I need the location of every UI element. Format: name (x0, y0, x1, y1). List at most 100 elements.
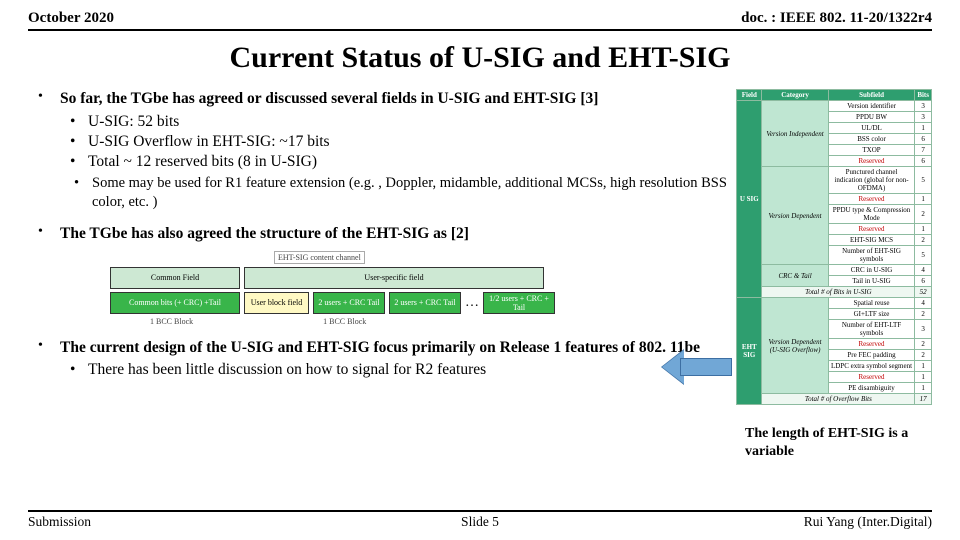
subfield-cell: Version identifier (828, 101, 915, 112)
total-value: 52 (915, 287, 932, 298)
total-row: Total # of Bits in U-SIG52 (737, 287, 932, 298)
diag-2users-1: 2 users + CRC Tail (313, 292, 385, 314)
caption-variable-length: The length of EHT-SIG is a variable (745, 425, 930, 461)
table-row: EHT SIGVersion Dependent (U-SIG Overflow… (737, 298, 932, 309)
bits-cell: 1 (915, 194, 932, 205)
diag-caption-1: 1 BCC Block (150, 317, 193, 326)
subfield-cell: Pre FEC padding (828, 350, 915, 361)
diag-2users-2: 2 users + CRC Tail (389, 292, 461, 314)
subfield-cell: GI+LTF size (828, 309, 915, 320)
total-label: Total # of Bits in U-SIG (762, 287, 915, 298)
total-row: Total # of Overflow Bits17 (737, 394, 932, 405)
subfield-cell: Reserved (828, 224, 915, 235)
header-rule (28, 29, 932, 31)
content-left: So far, the TGbe has agreed or discussed… (28, 89, 728, 405)
bits-cell: 1 (915, 361, 932, 372)
th-subfield: Subfield (828, 90, 915, 101)
subfield-cell: TXOP (828, 145, 915, 156)
bullet-1-sub-1: U-SIG: 52 bits (88, 113, 728, 131)
subfield-cell: Spatial reuse (828, 298, 915, 309)
footer-author: Rui Yang (Inter.Digital) (804, 514, 932, 530)
bullet-2: The TGbe has also agreed the structure o… (60, 224, 728, 326)
footer-rule (28, 510, 932, 512)
subfield-cell: Number of EHT-SIG symbols (828, 246, 915, 265)
subfield-cell: LDPC extra symbol segment (828, 361, 915, 372)
bits-cell: 4 (915, 298, 932, 309)
subfield-cell: Number of EHT-LTF symbols (828, 320, 915, 339)
bits-cell: 2 (915, 350, 932, 361)
category-cell: Version Dependent (U-SIG Overflow) (762, 298, 828, 394)
bullet-1-text: So far, the TGbe has agreed or discussed… (60, 89, 728, 110)
subfield-cell: EHT-SIG MCS (828, 235, 915, 246)
diag-head-spacer (110, 251, 230, 264)
field-cell: EHT SIG (737, 298, 762, 405)
category-cell: CRC & Tail (762, 265, 828, 287)
slide-title: Current Status of U-SIG and EHT-SIG (28, 41, 932, 75)
bullet-1: So far, the TGbe has agreed or discussed… (60, 89, 728, 212)
subfield-cell: UL/DL (828, 123, 915, 134)
category-cell: Version Dependent (762, 167, 828, 265)
subfield-cell: PPDU BW (828, 112, 915, 123)
bits-cell: 2 (915, 339, 932, 350)
bits-cell: 2 (915, 235, 932, 246)
bits-cell: 1 (915, 224, 932, 235)
subfield-cell: PE disambiguity (828, 383, 915, 394)
total-value: 17 (915, 394, 932, 405)
diag-channel-label: EHT-SIG content channel (274, 251, 365, 264)
bits-cell: 1 (915, 383, 932, 394)
subfield-cell: Reserved (828, 156, 915, 167)
table-row: CRC & TailCRC in U-SIG4 (737, 265, 932, 276)
header-docid: doc. : IEEE 802. 11-20/1322r4 (741, 10, 932, 27)
th-bits: Bits (915, 90, 932, 101)
footer-submission: Submission (28, 514, 91, 530)
bits-cell: 2 (915, 205, 932, 224)
subfield-cell: Reserved (828, 372, 915, 383)
bullet-1-sub-3: Total ~ 12 reserved bits (8 in U-SIG) (88, 153, 728, 171)
subfield-cell: Reserved (828, 339, 915, 350)
sig-fields-table: Field Category Subfield Bits U SIGVersio… (736, 89, 932, 405)
bits-cell: 2 (915, 309, 932, 320)
bits-cell: 6 (915, 156, 932, 167)
bullet-3: The current design of the U-SIG and EHT-… (60, 338, 728, 380)
bullet-2-text: The TGbe has also agreed the structure o… (60, 224, 728, 245)
subfield-cell: BSS color (828, 134, 915, 145)
bullet-1-sub-2: U-SIG Overflow in EHT-SIG: ~17 bits (88, 133, 728, 151)
diag-dots: … (465, 295, 479, 311)
th-category: Category (762, 90, 828, 101)
category-cell: Version Independent (762, 101, 828, 167)
bits-cell: 5 (915, 246, 932, 265)
bits-cell: 1 (915, 123, 932, 134)
bits-cell: 1 (915, 372, 932, 383)
bullet-3-sub-1: There has been little discussion on how … (88, 361, 728, 379)
diag-user-specific-field: User-specific field (244, 267, 544, 289)
subfield-cell: CRC in U-SIG (828, 265, 915, 276)
bullet-3-text: The current design of the U-SIG and EHT-… (60, 338, 728, 359)
diag-common-field: Common Field (110, 267, 240, 289)
total-label: Total # of Overflow Bits (762, 394, 915, 405)
bits-cell: 6 (915, 276, 932, 287)
subfield-cell: Reserved (828, 194, 915, 205)
side-table-wrap: Field Category Subfield Bits U SIGVersio… (736, 89, 932, 405)
diag-common-bits: Common bits (+ CRC) +Tail (110, 292, 240, 314)
eht-sig-diagram: EHT-SIG content channel Common Field Use… (110, 251, 728, 326)
subfield-cell: Punctured channel indication (global for… (828, 167, 915, 194)
field-cell: U SIG (737, 101, 762, 298)
diag-12users: 1/2 users + CRC + Tail (483, 292, 555, 314)
subfield-cell: PPDU type & Compression Mode (828, 205, 915, 224)
bits-cell: 7 (915, 145, 932, 156)
th-field: Field (737, 90, 762, 101)
table-row: U SIGVersion IndependentVersion identifi… (737, 101, 932, 112)
arrow-pointer (662, 350, 732, 384)
subfield-cell: Tail in U-SIG (828, 276, 915, 287)
footer-slide-num: Slide 5 (461, 514, 499, 530)
diag-user-block: User block field (244, 292, 309, 314)
diag-caption-2: 1 BCC Block (323, 317, 366, 326)
bits-cell: 5 (915, 167, 932, 194)
bits-cell: 3 (915, 112, 932, 123)
bits-cell: 6 (915, 134, 932, 145)
bits-cell: 4 (915, 265, 932, 276)
bullet-1-subsub-1: Some may be used for R1 feature extensio… (92, 174, 728, 212)
table-row: Version DependentPunctured channel indic… (737, 167, 932, 194)
bits-cell: 3 (915, 320, 932, 339)
bits-cell: 3 (915, 101, 932, 112)
